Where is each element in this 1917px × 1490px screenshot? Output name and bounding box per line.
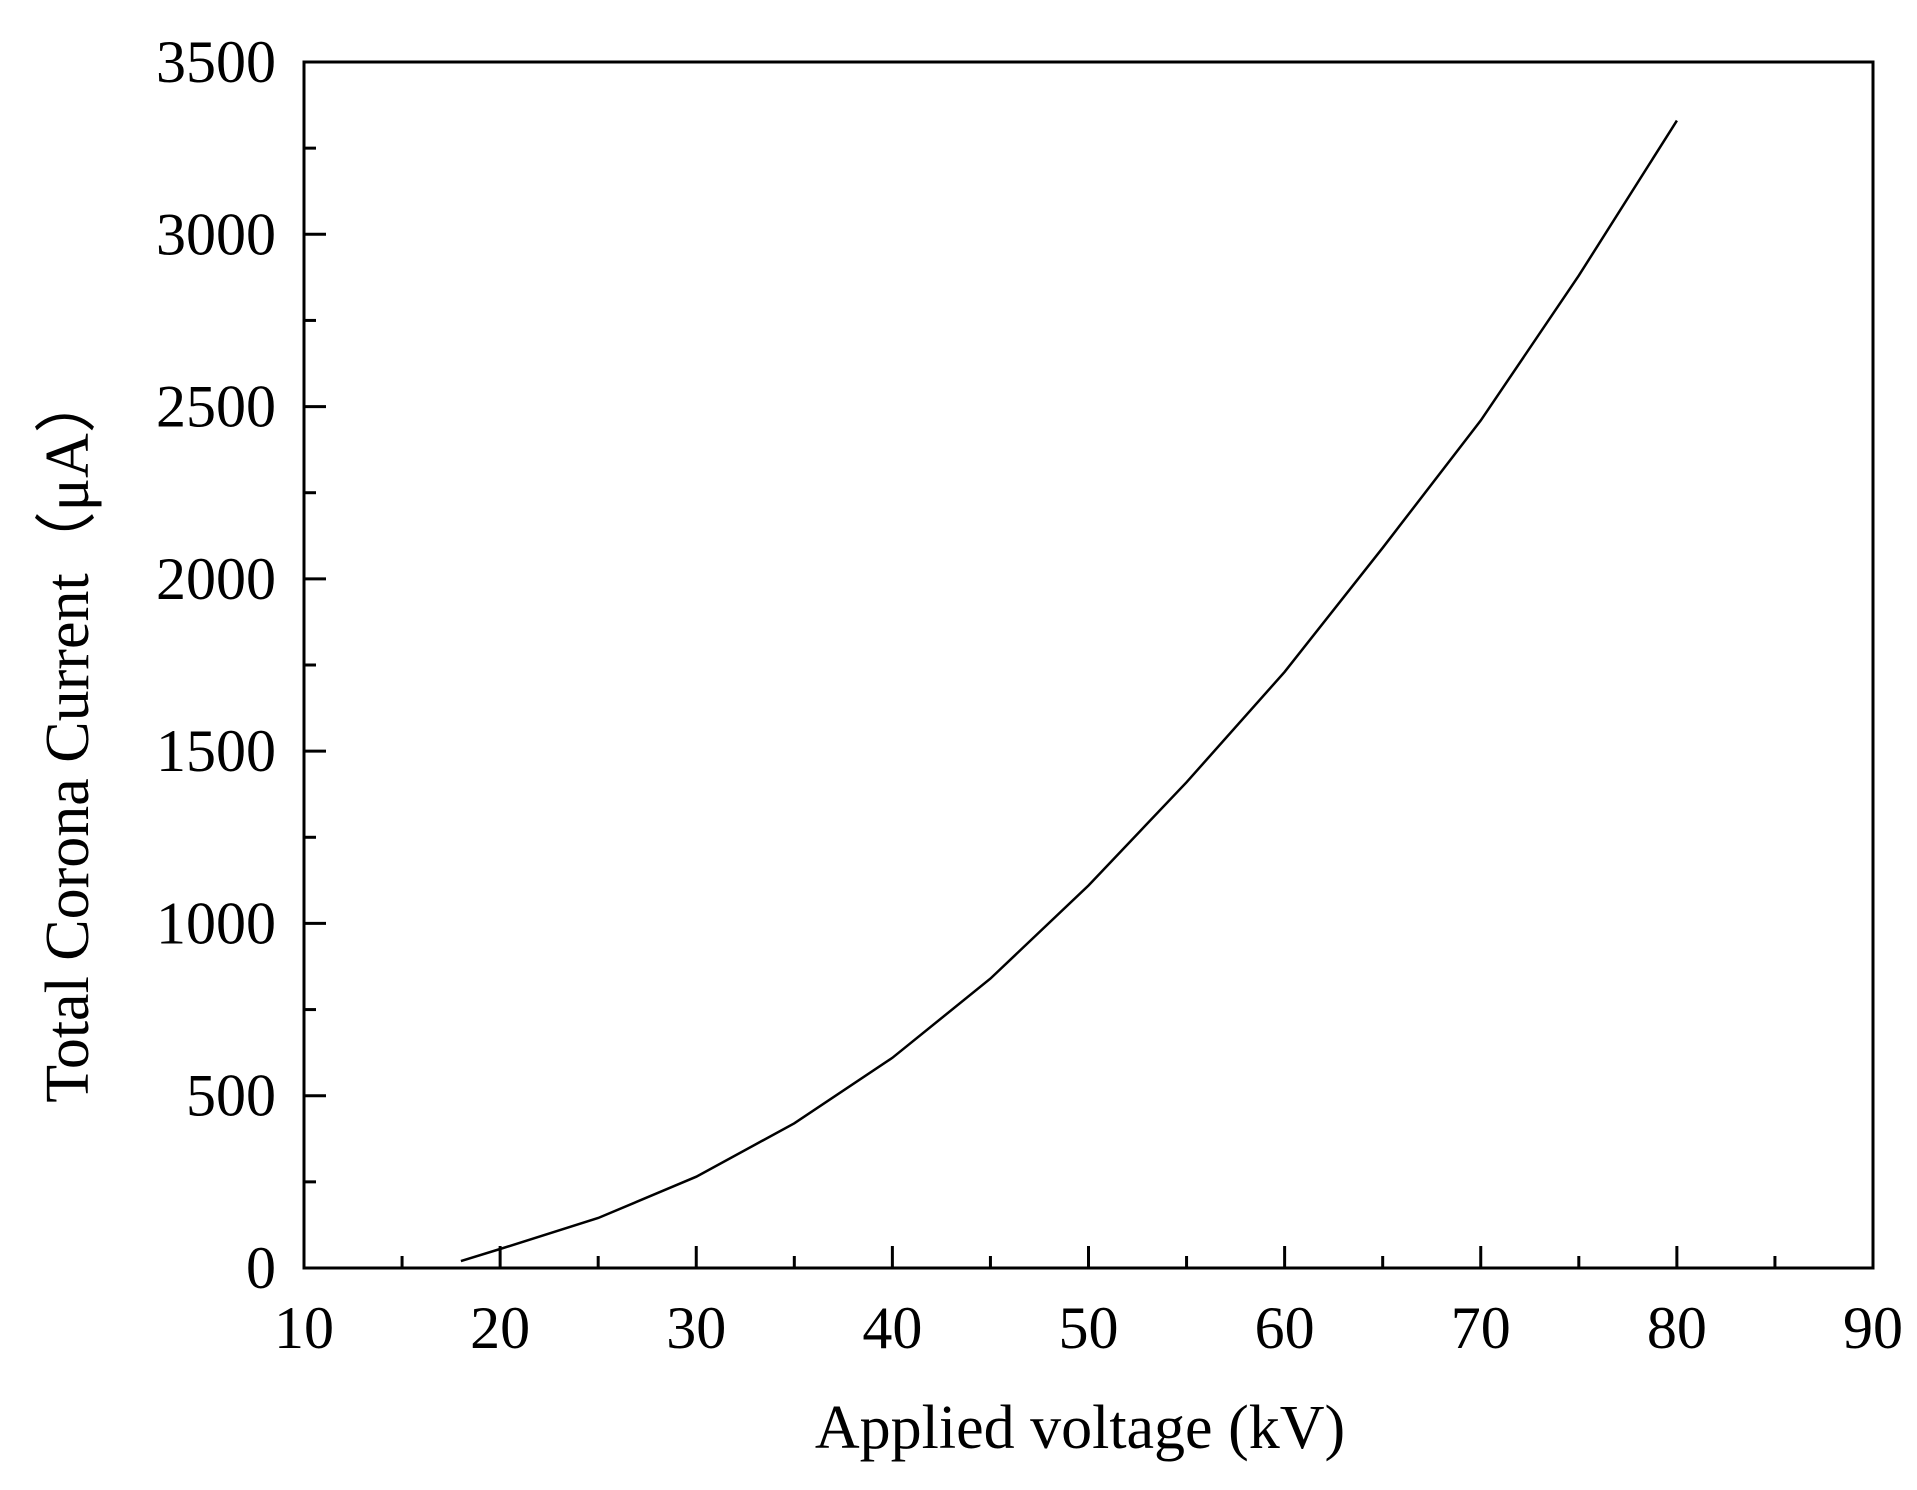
x-tick-label: 10 <box>274 1295 334 1361</box>
x-tick-label: 50 <box>1059 1295 1119 1361</box>
y-axis-title: Total Corona Current（μA） <box>34 371 102 1102</box>
y-tick-label: 500 <box>186 1063 276 1129</box>
x-tick-label: 60 <box>1255 1295 1315 1361</box>
x-axis-title: Applied voltage (kV) <box>815 1394 1345 1462</box>
y-tick-label: 0 <box>246 1235 276 1301</box>
x-tick-label: 40 <box>862 1295 922 1361</box>
y-tick-label: 1000 <box>156 890 276 956</box>
y-tick-label: 3000 <box>156 201 276 267</box>
y-tick-label: 1500 <box>156 718 276 784</box>
y-tick-label: 2000 <box>156 546 276 612</box>
x-tick-label: 80 <box>1647 1295 1707 1361</box>
y-tick-label: 3500 <box>156 29 276 95</box>
x-tick-label: 70 <box>1451 1295 1511 1361</box>
plot-frame <box>302 60 1875 1270</box>
x-tick-label: 90 <box>1843 1295 1903 1361</box>
series-line <box>460 119 1678 1263</box>
x-tick-label: 20 <box>470 1295 530 1361</box>
x-tick-label: 30 <box>666 1295 726 1361</box>
y-tick-label: 2500 <box>156 374 276 440</box>
